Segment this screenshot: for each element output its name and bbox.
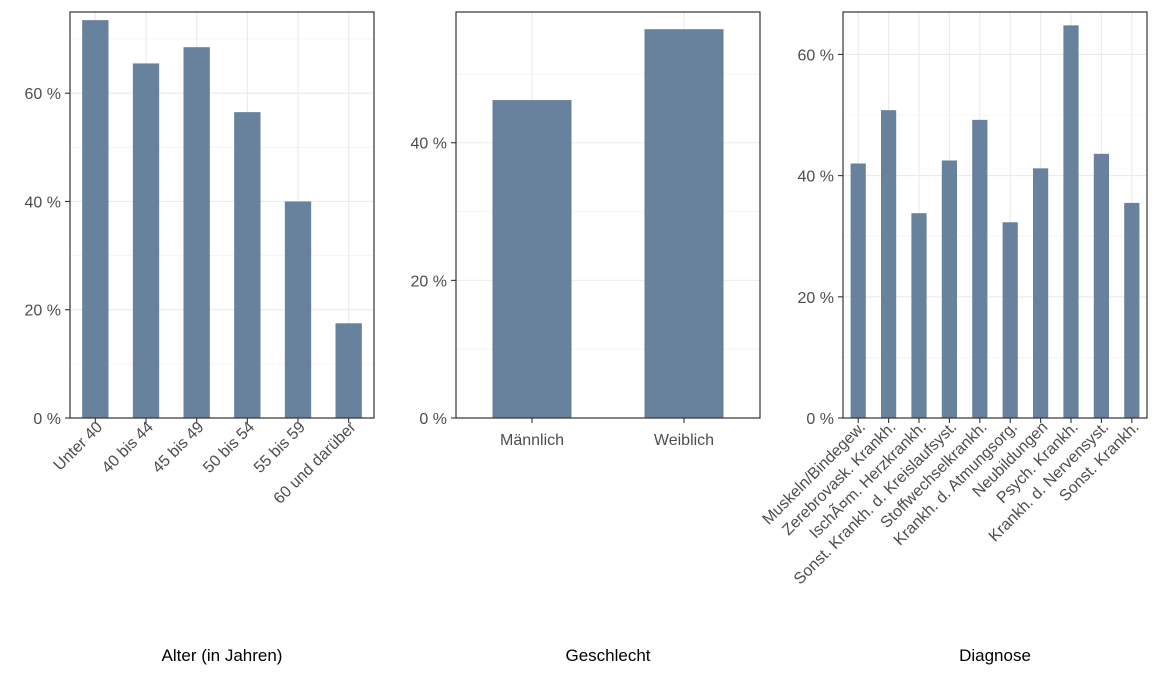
- bar-2-1: [492, 100, 572, 418]
- bar-3-1: [850, 163, 866, 418]
- y-tick-label: 60 %: [798, 47, 834, 64]
- x-tick-label: 45 bis 49: [150, 419, 208, 477]
- bar-3-10: [1124, 202, 1140, 418]
- bar-1-4: [234, 112, 261, 418]
- bar-1-1: [82, 20, 109, 419]
- bar-1-2: [132, 63, 160, 418]
- panel-border: [842, 11, 1148, 419]
- y-tick-label: 0 %: [806, 411, 834, 428]
- bar-3-5: [972, 119, 988, 419]
- bar-1-5: [284, 201, 312, 418]
- panel-border: [69, 11, 375, 419]
- y-tick-label: 20 %: [25, 303, 61, 320]
- y-tick-label: 40 %: [411, 136, 447, 153]
- y-tick-label: 20 %: [411, 273, 447, 290]
- bar-3-4: [941, 160, 957, 418]
- bar-2-2: [644, 29, 724, 418]
- bar-3-3: [911, 213, 927, 418]
- y-tick-label: 40 %: [798, 169, 834, 186]
- x-axis-title: Alter (in Jahren): [162, 646, 283, 665]
- bar-1-3: [183, 47, 210, 418]
- y-tick-label: 60 %: [25, 86, 61, 103]
- y-tick-label: 0 %: [33, 411, 61, 428]
- bar-3-7: [1033, 168, 1049, 418]
- y-tick-label: 0 %: [419, 411, 447, 428]
- x-tick-label: 40 bis 44: [99, 419, 157, 477]
- panel-border: [455, 11, 761, 419]
- x-axis-title: Geschlecht: [565, 646, 650, 665]
- chart-panel-2: 0 % 20 % 40 % Männlich Weiblich Geschlecht: [411, 11, 761, 665]
- y-tick-label: 40 %: [25, 194, 61, 211]
- bar-3-6: [1002, 222, 1018, 418]
- y-tick-label: 20 %: [798, 290, 834, 307]
- x-axis-title: Diagnose: [959, 646, 1031, 665]
- bar-1-6: [335, 323, 362, 418]
- panel-background: [70, 12, 374, 418]
- bar-3-8: [1063, 25, 1079, 419]
- bar-3-2: [881, 110, 897, 418]
- bar-3-9: [1093, 153, 1109, 419]
- x-tick-label: 50 bis 54: [200, 419, 258, 477]
- x-tick-label: Weiblich: [654, 432, 714, 449]
- chart-panel-3: 0 %20 %40 %60 %Muskeln/Bindegew.Zerebrov…: [760, 11, 1148, 665]
- x-tick-label: Männlich: [500, 432, 564, 449]
